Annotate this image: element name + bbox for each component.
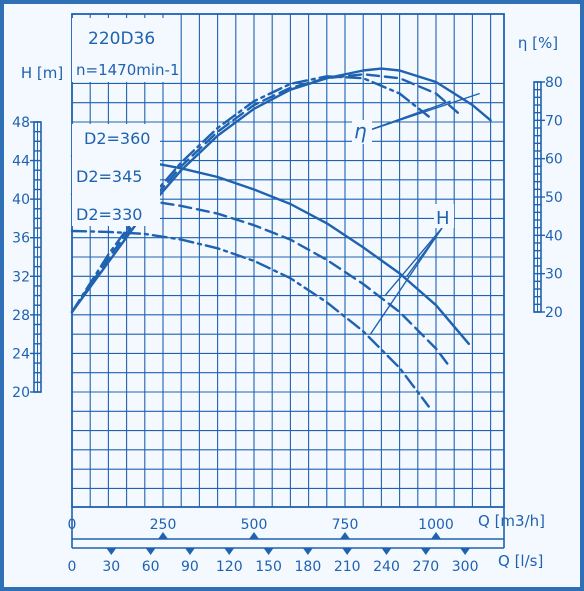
x-tick-label-ls: 120 (216, 559, 243, 575)
h-axis-tick-label: 48 (12, 115, 30, 131)
x-axis-title-ls: Q [l/s] (498, 552, 543, 570)
eta-annotation: η (354, 119, 367, 143)
plot-border (71, 13, 505, 508)
x-tick-marker-ls (342, 548, 353, 555)
leader-lines (369, 92, 480, 335)
chart-title: 220D36 (88, 29, 155, 49)
eta-axis-tick-label: 30 (545, 267, 563, 283)
x-tick-marker-ls (420, 548, 431, 555)
title-background (72, 18, 177, 82)
x-tick-label-m3h: 250 (150, 517, 177, 533)
eta-axis-tick-label: 70 (545, 113, 563, 129)
x-tick-label-ls: 90 (181, 559, 199, 575)
curve-label-d360: D2=360 (84, 129, 150, 148)
x-tick-label-ls: 150 (255, 559, 282, 575)
curve-label-d345: D2=345 (76, 167, 142, 186)
h-annotation-background (434, 204, 454, 228)
x-tick-label-ls: 300 (452, 559, 479, 575)
eta-axis-tick-label: 80 (545, 75, 563, 91)
x-tick-label-m3h: 750 (332, 517, 359, 533)
h-axis-tick-label: 20 (12, 385, 30, 401)
chart-subtitle: n=1470min-1 (76, 61, 180, 79)
x-tick-label-ls: 180 (295, 559, 322, 575)
x-tick-marker-m3h (431, 532, 441, 539)
eta-leader-line (369, 108, 429, 131)
y-axis-right-title: η [%] (518, 34, 558, 52)
x-tick-marker-m3h (340, 532, 350, 539)
curve-labels-background (72, 124, 160, 226)
x-tick-marker-m3h (158, 532, 168, 539)
eta-axis-tick-label: 40 (545, 228, 563, 244)
curve-label-d330: D2=330 (76, 205, 142, 224)
eta-axis-tick-label: 50 (545, 190, 563, 206)
h-leader-line (384, 227, 443, 297)
x-tick-label-ls: 60 (142, 559, 160, 575)
h-annotation: H (436, 208, 450, 229)
x-tick-marker-ls (145, 548, 156, 555)
h-axis-tick-label: 36 (12, 231, 30, 247)
x-tick-label-ls: 240 (373, 559, 400, 575)
h-axis-tick-label: 24 (12, 346, 30, 362)
x-tick-marker-ls (224, 548, 235, 555)
h-axis-tick-label: 44 (12, 154, 30, 170)
x-tick-marker-m3h (249, 532, 259, 539)
x-axis-title-m3h: Q [m3/h] (478, 512, 545, 530)
x-tick-marker-ls (302, 548, 313, 555)
h-axis-tick-label: 28 (12, 308, 30, 324)
eta-axis-tick-label: 20 (545, 305, 563, 321)
x-tick-label-ls: 270 (412, 559, 439, 575)
x-tick-marker-ls (460, 548, 471, 555)
y-axis-left-title: H [m] (21, 64, 63, 82)
h-leader-line (369, 227, 443, 335)
h-axis-tick-label: 40 (12, 192, 30, 208)
x-tick-label-ls: 30 (102, 559, 120, 575)
h-axis-tick-label: 32 (12, 269, 30, 285)
x-tick-label-m3h: 500 (241, 517, 268, 533)
axes: 20 24 28 32 36 40 44 48 20 30 40 50 60 70 80 0 250 500 750… (12, 75, 563, 575)
x-tick-label-m3h: 0 (68, 517, 77, 533)
x-tick-marker-ls (106, 548, 117, 555)
eta-axis-tick-label: 60 (545, 152, 563, 168)
x-tick-label-m3h: 1000 (418, 517, 454, 533)
x-tick-marker-ls (263, 548, 274, 555)
x-tick-marker-ls (184, 548, 195, 555)
x-tick-label-ls: 210 (334, 559, 361, 575)
x-tick-label-ls: 0 (68, 559, 77, 575)
head-curve-2 (70, 229, 430, 408)
x-tick-marker-ls (381, 548, 392, 555)
eta-annotation-background (352, 120, 372, 144)
pump-performance-chart: 20 24 28 32 36 40 44 48 20 30 40 50 60 70 80 0 250 500 750… (12, 13, 563, 575)
